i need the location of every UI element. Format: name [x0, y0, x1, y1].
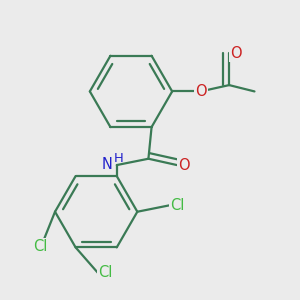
Text: H: H: [113, 152, 123, 165]
Text: O: O: [178, 158, 190, 172]
Text: Cl: Cl: [170, 198, 184, 213]
Text: Cl: Cl: [98, 265, 113, 280]
Text: N: N: [102, 157, 113, 172]
Text: O: O: [230, 46, 242, 61]
Text: O: O: [195, 84, 206, 99]
Text: Cl: Cl: [33, 239, 47, 254]
